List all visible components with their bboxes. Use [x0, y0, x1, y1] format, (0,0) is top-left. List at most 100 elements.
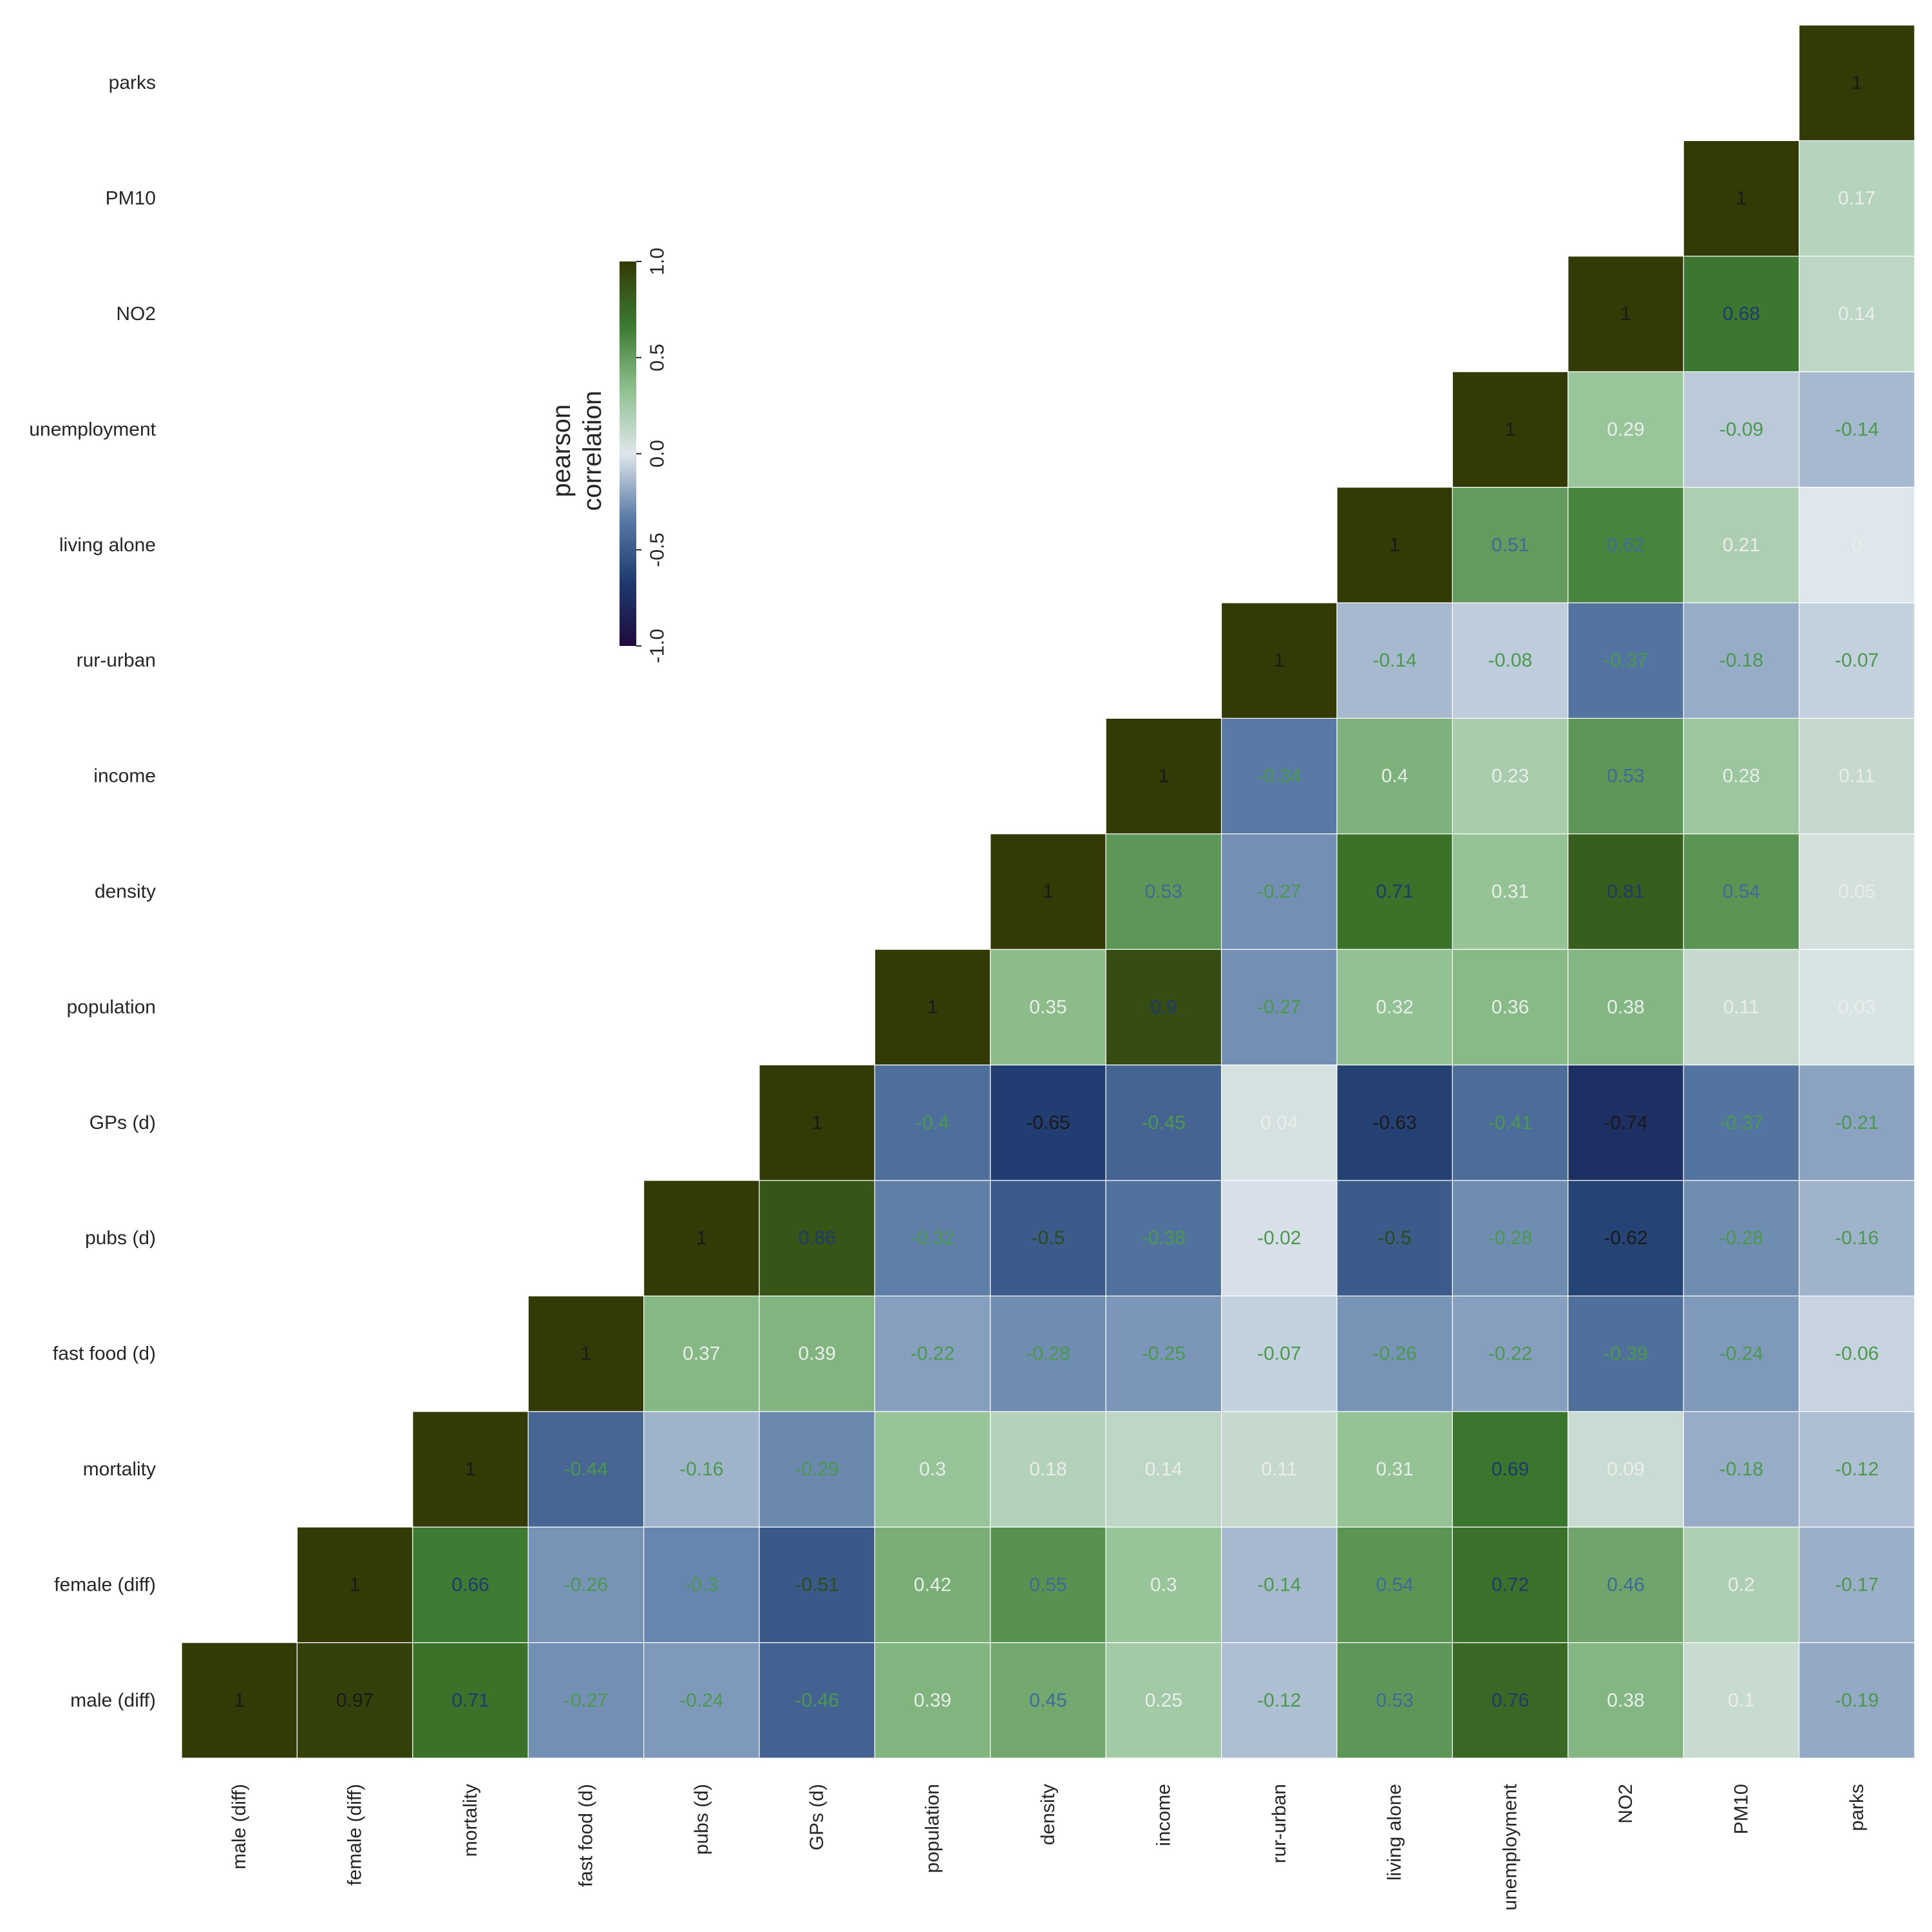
- heatmap-cell: [527, 1526, 645, 1643]
- cell-value-label: 0.66: [451, 1574, 489, 1595]
- heatmap-cell: [1336, 1295, 1453, 1412]
- heatmap-cell: [1336, 486, 1453, 603]
- cell-value-label: 0.05: [1838, 881, 1875, 902]
- column-label: density: [1037, 1784, 1059, 1845]
- cell-value-label: -0.39: [1604, 1343, 1647, 1365]
- cell-value-label: 1: [465, 1459, 476, 1480]
- row-label: PM10: [106, 188, 156, 209]
- heatmap-cell: [1567, 486, 1684, 603]
- cell-value-label: 1: [1159, 766, 1170, 787]
- cell-value-label: 0.03: [1838, 996, 1875, 1018]
- cell-value-label: -0.02: [1257, 1227, 1301, 1249]
- cell-value-label: 0.11: [1261, 1459, 1297, 1480]
- heatmap-cell: [1683, 1064, 1800, 1181]
- row-label: population: [67, 996, 156, 1018]
- heatmap-cell: [1799, 602, 1915, 719]
- colorbar: [620, 261, 636, 646]
- heatmap-cell: [1220, 1064, 1338, 1181]
- heatmap-cell: [643, 1180, 760, 1296]
- heatmap-cell: [990, 1295, 1106, 1412]
- heatmap-cell: [1336, 833, 1453, 950]
- cell-value-label: 1: [811, 1112, 822, 1133]
- cell-value-label: -0.25: [1142, 1343, 1186, 1365]
- cell-value-label: -0.12: [1835, 1459, 1879, 1480]
- heatmap-cell: [1799, 1180, 1915, 1296]
- heatmap-cell: [1683, 949, 1800, 1066]
- heatmap-cell: [1220, 1295, 1338, 1412]
- heatmap-cell: [1799, 1295, 1915, 1412]
- cell-value-label: 1: [927, 996, 938, 1018]
- cell-value-label: -0.74: [1604, 1112, 1647, 1133]
- cell-value-label: 0.4: [1381, 766, 1408, 787]
- cell-value-label: -0.07: [1257, 1343, 1301, 1365]
- cell-value-label: -0.51: [795, 1574, 839, 1595]
- heatmap-cell: [181, 1642, 298, 1759]
- heatmap-cell: [759, 1642, 875, 1759]
- cell-value-label: -0.34: [1257, 766, 1301, 787]
- cell-value-label: -0.46: [795, 1690, 839, 1711]
- heatmap-cell: [1683, 486, 1800, 603]
- heatmap-cell: [1683, 833, 1800, 950]
- cell-value-label: 0.11: [1839, 766, 1875, 787]
- colorbar-tick-label: -1.0: [646, 629, 668, 663]
- cell-value-label: -0.24: [1719, 1343, 1763, 1365]
- cell-value-label: -0.41: [1488, 1112, 1532, 1133]
- heatmap-cell: [1452, 371, 1569, 488]
- colorbar-tick-label: -0.5: [646, 533, 668, 567]
- column-label: GPs (d): [806, 1784, 828, 1850]
- heatmap-cell: [874, 1064, 991, 1181]
- cell-value-label: -0.37: [1604, 650, 1647, 671]
- cell-value-label: -0.14: [1257, 1574, 1301, 1595]
- cell-value-label: -0.3: [685, 1574, 718, 1595]
- row-label: pubs (d): [85, 1227, 156, 1249]
- cell-value-label: 0.29: [1607, 419, 1644, 440]
- heatmap-cell: [1799, 1064, 1915, 1181]
- row-label: income: [93, 766, 156, 787]
- cell-value-label: 0.71: [1376, 881, 1414, 902]
- heatmap-cell: [1452, 1411, 1569, 1528]
- heatmap-cell: [874, 1411, 991, 1528]
- row-label: unemployment: [29, 419, 156, 440]
- heatmap-cell: [1567, 1411, 1684, 1528]
- cell-value-label: -0.22: [911, 1343, 954, 1365]
- heatmap-cell: [1683, 1411, 1800, 1528]
- heatmap-cell: [1799, 1642, 1915, 1759]
- heatmap-cell: [1105, 1411, 1222, 1528]
- row-label: living alone: [59, 535, 156, 556]
- cell-value-label: -0.18: [1719, 1459, 1763, 1480]
- cell-value-label: 0.9: [1150, 996, 1177, 1018]
- cell-value-label: 0.81: [1607, 881, 1644, 902]
- heatmap-cell: [1567, 1642, 1684, 1759]
- cell-value-label: 1: [1736, 188, 1747, 209]
- cell-value-label: -0.65: [1026, 1112, 1070, 1133]
- cell-value-label: 0.35: [1029, 996, 1066, 1018]
- cell-value-label: -0.28: [1488, 1227, 1532, 1249]
- cell-value-label: -0.12: [1257, 1690, 1301, 1711]
- cell-value-label: 0.3: [919, 1459, 946, 1480]
- heatmap-cell: [990, 1642, 1106, 1759]
- cell-value-label: 0.53: [1376, 1690, 1414, 1711]
- heatmap-cell: [1683, 256, 1800, 372]
- cell-value-label: -0.37: [1719, 1112, 1763, 1133]
- cell-value-label: 0.76: [1492, 1690, 1529, 1711]
- cell-value-label: 0.54: [1723, 881, 1760, 902]
- heatmap-cell: [1105, 1295, 1222, 1412]
- row-label: male (diff): [70, 1690, 156, 1711]
- cell-value-label: 1: [1274, 650, 1285, 671]
- cell-value-label: -0.16: [1835, 1227, 1879, 1249]
- cell-value-label: 1: [581, 1343, 592, 1365]
- colorbar-title-line1: pearson: [547, 404, 576, 498]
- heatmap-cell: [874, 1180, 991, 1296]
- heatmap-cell: [527, 1295, 645, 1412]
- cell-value-label: 0.39: [799, 1343, 836, 1365]
- column-label: female (diff): [345, 1784, 366, 1886]
- cell-value-label: 0.45: [1029, 1690, 1066, 1711]
- row-label: mortality: [83, 1459, 156, 1480]
- cell-value-label: 1: [350, 1574, 361, 1595]
- heatmap-cell: [1567, 1180, 1684, 1296]
- heatmap-cell: [1799, 140, 1915, 257]
- cell-value-label: 0.31: [1376, 1459, 1414, 1480]
- cell-value-label: 0.53: [1145, 881, 1182, 902]
